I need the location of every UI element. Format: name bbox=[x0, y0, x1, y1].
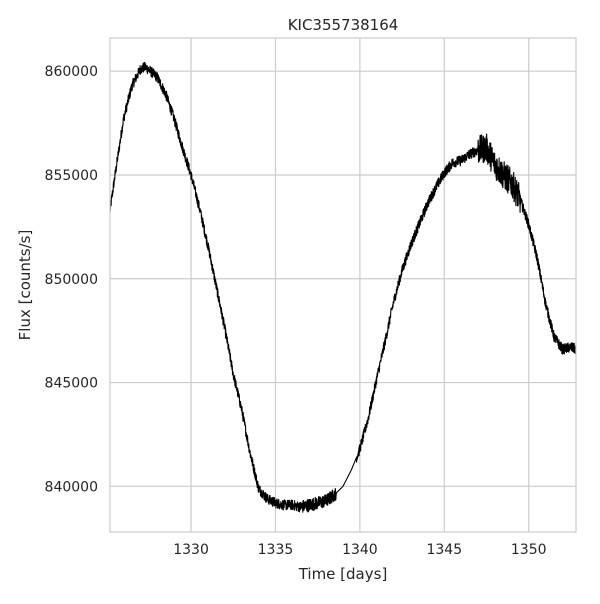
data-point bbox=[326, 500, 327, 501]
data-point bbox=[140, 69, 141, 70]
data-point bbox=[334, 494, 335, 495]
plot-background bbox=[110, 38, 576, 532]
data-point bbox=[317, 502, 318, 503]
data-point bbox=[503, 174, 504, 175]
data-point bbox=[545, 303, 546, 304]
data-point bbox=[570, 347, 571, 348]
data-point bbox=[486, 147, 487, 148]
data-point bbox=[452, 162, 453, 163]
data-point bbox=[233, 374, 234, 375]
data-point bbox=[469, 154, 470, 155]
y-tick-label: 845000 bbox=[45, 376, 98, 392]
data-point bbox=[418, 224, 419, 225]
y-tick-label: 860000 bbox=[45, 64, 98, 80]
data-point bbox=[351, 469, 352, 470]
x-tick-label: 1350 bbox=[511, 542, 547, 558]
data-point bbox=[427, 203, 428, 204]
data-point bbox=[258, 488, 259, 489]
data-point bbox=[393, 301, 394, 302]
y-tick-label: 840000 bbox=[45, 479, 98, 495]
chart-title: KIC355738164 bbox=[288, 16, 399, 34]
data-point bbox=[207, 245, 208, 246]
data-layer bbox=[110, 61, 576, 513]
data-point bbox=[444, 172, 445, 173]
data-point bbox=[385, 340, 386, 341]
x-tick-label: 1335 bbox=[258, 542, 294, 558]
data-point bbox=[241, 409, 242, 410]
data-point bbox=[342, 486, 343, 487]
data-point bbox=[401, 270, 402, 271]
data-point bbox=[224, 328, 225, 329]
x-tick-label: 1330 bbox=[173, 542, 209, 558]
data-point bbox=[461, 160, 462, 161]
data-point bbox=[145, 66, 146, 67]
data-point bbox=[376, 378, 377, 379]
data-point bbox=[275, 502, 276, 503]
x-axis-label: Time [days] bbox=[298, 565, 388, 583]
data-point bbox=[190, 174, 191, 175]
plot-frame bbox=[109, 37, 577, 533]
y-tick-label: 855000 bbox=[45, 168, 98, 184]
data-point bbox=[477, 149, 478, 150]
y-axis-label: Flux [counts/s] bbox=[16, 230, 34, 341]
data-point bbox=[165, 93, 166, 94]
y-tick-label: 850000 bbox=[45, 272, 98, 288]
tick-labels: 1330 1335 1340 1345 1350 840000 845000 850000 85… bbox=[45, 64, 547, 558]
data-point bbox=[199, 208, 200, 209]
data-point bbox=[494, 164, 495, 165]
data-point bbox=[157, 77, 158, 78]
data-point bbox=[150, 71, 151, 72]
data-point bbox=[300, 506, 301, 507]
data-point bbox=[283, 504, 284, 505]
data-point bbox=[537, 257, 538, 258]
x-tick-label: 1340 bbox=[342, 542, 378, 558]
data-point bbox=[359, 448, 360, 449]
data-point bbox=[435, 187, 436, 188]
data-point bbox=[410, 245, 411, 246]
data-point bbox=[511, 183, 512, 184]
data-point bbox=[131, 85, 132, 86]
data-point bbox=[368, 417, 369, 418]
data-point bbox=[114, 174, 115, 175]
data-point bbox=[174, 118, 175, 119]
x-tick-label: 1345 bbox=[426, 542, 462, 558]
data-point bbox=[528, 224, 529, 225]
data-point bbox=[309, 504, 310, 505]
data-point bbox=[292, 504, 293, 505]
data-point bbox=[182, 147, 183, 148]
data-point bbox=[216, 286, 217, 287]
flux-series-line bbox=[110, 61, 576, 513]
data-point bbox=[520, 199, 521, 200]
data-point bbox=[553, 336, 554, 337]
data-point bbox=[123, 118, 124, 119]
data-point bbox=[266, 498, 267, 499]
data-point bbox=[250, 453, 251, 454]
data-point bbox=[562, 349, 563, 350]
